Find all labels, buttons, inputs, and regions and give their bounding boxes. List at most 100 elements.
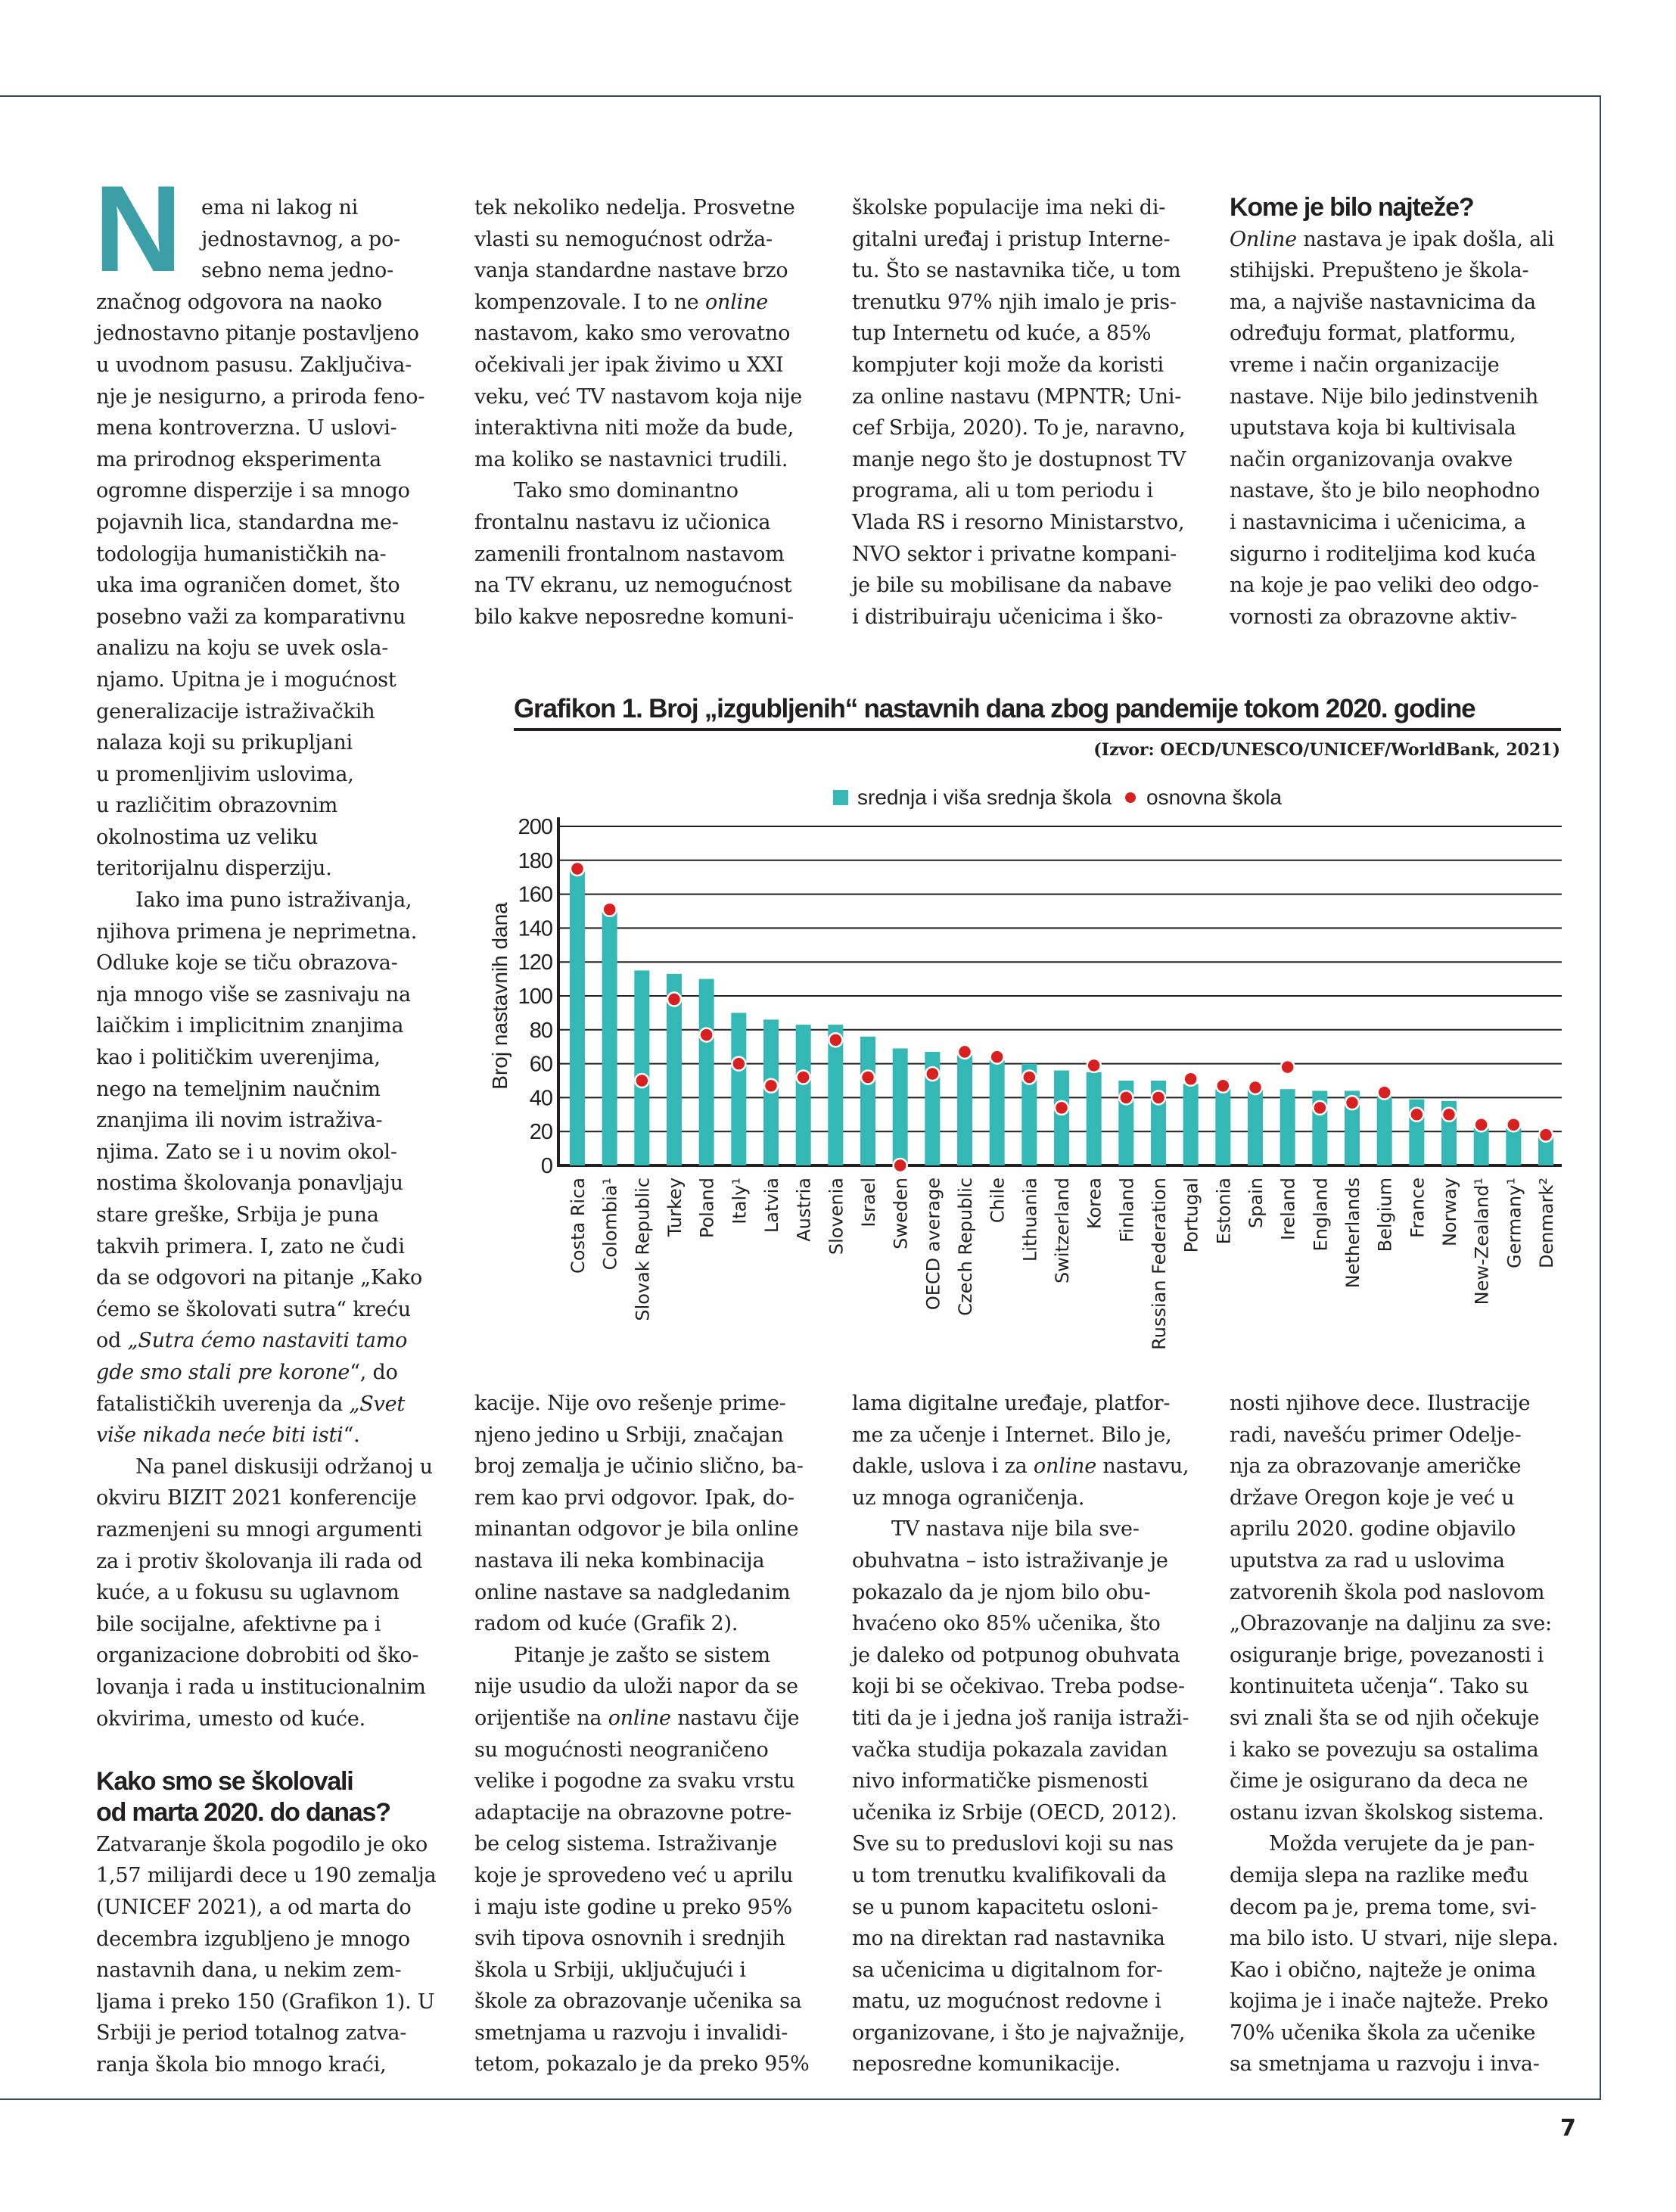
text-line: decembra izgubljeno je mnogo	[96, 1924, 452, 1955]
bar-25	[1376, 1096, 1392, 1165]
dot-30	[1538, 1127, 1554, 1143]
dot-18	[1150, 1090, 1167, 1106]
text-run: nastavom, kako smo verovatno	[474, 322, 791, 346]
dot-1	[602, 901, 617, 918]
bar-10	[892, 1048, 908, 1165]
text-run: ema ni lakog ni	[201, 196, 359, 219]
text-line: kuće, a u fokusu su uglavnom	[96, 1577, 452, 1609]
text-run: vlasti su nemogućnost održa-	[474, 227, 773, 251]
bar-3	[667, 973, 682, 1165]
legend-swatch-bar	[833, 790, 848, 805]
bar-20	[1215, 1089, 1231, 1165]
text-run: gitalni uređaj i pristup Interne-	[852, 227, 1171, 251]
bar-24	[1345, 1090, 1360, 1165]
x-tick-label: Chile	[987, 1178, 1009, 1223]
text-run: ranja škola bio mnogo kraći,	[96, 2053, 387, 2077]
text-line: nastavnih dana, u nekim zem-	[96, 1955, 452, 1986]
text-line: Iako ima puno istraživanja,	[96, 885, 452, 916]
italic-run: Online	[1230, 227, 1297, 251]
bar-22	[1280, 1089, 1295, 1165]
legend-label-secondary: srednja i viša srednja škola	[857, 786, 1112, 809]
text-run: generalizacije istraživačkih	[96, 699, 375, 723]
text-line: jednostavnog, a po-	[96, 224, 452, 256]
text-run: svi znali šta se od njih očekuje	[1230, 1706, 1540, 1730]
y-tick-label: 160	[518, 883, 552, 907]
text-run: kuće, a u fokusu su uglavnom	[96, 1581, 400, 1605]
dot-16	[1086, 1057, 1102, 1074]
y-tick-label: 120	[518, 950, 552, 975]
chart-title: Grafikon 1. Broj „izgubljenih“ nastavnih…	[514, 694, 1476, 723]
text-run: ma koliko se nastavnici trudili.	[474, 447, 788, 471]
dot-27	[1441, 1106, 1457, 1123]
dot-24	[1344, 1094, 1360, 1111]
text-run: značnog odgovora na naoko	[96, 290, 382, 314]
text-run: Odluke koje se tiču obrazova-	[96, 951, 398, 975]
text-run: kojima je i inače najteže. Preko	[1230, 1990, 1549, 2014]
text-line: za online nastavu (MPNTR; Uni-	[852, 381, 1208, 413]
dot-10	[892, 1157, 908, 1174]
text-run: tup Internetu od kuće, a 85%	[852, 322, 1152, 346]
text-line: bilo kakve neposredne komuni-	[474, 602, 830, 633]
text-run: uputstva za rad u uslovima	[1230, 1548, 1505, 1573]
article-column-3-top: školske populacije ima neki di-gitalni u…	[852, 192, 1208, 633]
text-run: od marta 2020. do danas?	[96, 1798, 391, 1828]
x-tick-label: Portugal	[1181, 1178, 1202, 1252]
text-run: osiguranje brige, povezanosti i	[1230, 1643, 1544, 1667]
text-run: 70% učenika škola za učenike	[1230, 2021, 1536, 2045]
text-line: okolnostima uz veliku	[96, 822, 452, 854]
text-line: nja mnogo više se zasnivaju na	[96, 979, 452, 1011]
text-run: su mogućnosti neograničeno	[474, 1738, 769, 1762]
italic-run: „Svet	[349, 1392, 406, 1416]
text-run: neposredne komunikacije.	[852, 2052, 1121, 2077]
text-run: uka ima ograničen domet, što	[96, 574, 400, 598]
text-run: radom od kuće (Grafik 2).	[474, 1612, 738, 1636]
text-line: nastavom, kako smo verovatno	[474, 318, 830, 350]
article-column-4-bottom: nosti njihove dece. Ilustracije radi, nav…	[1230, 1388, 1585, 2080]
text-run: na koje je pao veliki deo odgo-	[1230, 574, 1539, 598]
x-tick-label: Norway	[1439, 1178, 1460, 1246]
text-line: države Oregon koje je već u	[1230, 1482, 1585, 1514]
text-line: be celog sistema. Istraživanje	[474, 1828, 830, 1860]
x-tick-label: Sweden	[891, 1178, 912, 1249]
text-run: za i protiv školovanja ili rada od	[96, 1549, 423, 1573]
x-tick-label: Germany¹	[1503, 1178, 1525, 1268]
text-run: određuju format, platformu,	[1230, 322, 1516, 346]
text-line: kacije. Nije ovo rešenje prime-	[474, 1388, 830, 1420]
text-run: fatalističkih uverenja da	[96, 1392, 350, 1416]
text-line: za i protiv školovanja ili rada od	[96, 1546, 452, 1578]
text-run: ma bilo isto. U stvari, nije slepa.	[1230, 1927, 1559, 1951]
bar-19	[1183, 1084, 1199, 1165]
text-run: decom pa je, prema tome, svi-	[1230, 1895, 1537, 1919]
text-line: minantan odgovor je bila online	[474, 1514, 830, 1545]
text-run: ostanu izvan školskog sistema.	[1230, 1800, 1544, 1825]
x-tick-label: Slovenia	[826, 1178, 847, 1255]
text-line: stihijski. Prepušteno je škola-	[1230, 255, 1585, 287]
text-run: smetnjama u razvoju i invalidi-	[474, 2021, 788, 2045]
text-line: ma bilo isto. U stvari, nije slepa.	[1230, 1923, 1585, 1955]
text-run: nastavnih dana, u nekim zem-	[96, 1958, 402, 1983]
text-line: kontinuiteta učenja“. Tako su	[1230, 1671, 1585, 1703]
text-run: nastave, što je bilo neophodno	[1230, 479, 1541, 503]
text-line: fatalističkih uverenja da „Svet	[96, 1389, 452, 1420]
dot-15	[1053, 1100, 1070, 1116]
text-run: (UNICEF 2021), a od marta do	[96, 1896, 412, 1920]
frame-right-rule	[1600, 95, 1601, 2100]
text-line: hvaćeno oko 85% učenika, što	[852, 1608, 1208, 1640]
text-line: uka ima ograničen domet, što	[96, 570, 452, 602]
text-line: njamo. Upitna je i mogućnost	[96, 664, 452, 696]
text-run: svih tipova osnovnih i srednjih	[474, 1927, 785, 1951]
text-line: kompjuter koji može da koristi	[852, 350, 1208, 381]
text-line: tek nekoliko nedelja. Prosvetne	[474, 192, 830, 224]
text-line: analizu na koju se uvek osla-	[96, 633, 452, 664]
text-run: da se odgovori na pitanje „Kako	[96, 1266, 423, 1290]
text-run: programa, ali u tom periodu i	[852, 479, 1153, 503]
chart-title-rule	[514, 728, 1561, 731]
text-run: me za učenje i Internet. Bilo je,	[852, 1423, 1172, 1447]
text-run: Tako smo dominantno	[514, 479, 738, 503]
dot-28	[1473, 1116, 1489, 1133]
dot-5	[731, 1056, 747, 1072]
text-line: i maju iste godine u preko 95%	[474, 1892, 830, 1924]
text-line: sa smetnjama u razvoju i inva-	[1230, 2049, 1585, 2080]
text-line: značnog odgovora na naoko	[96, 287, 452, 319]
text-run: je daleko od potpunog obuhvata	[852, 1643, 1180, 1667]
